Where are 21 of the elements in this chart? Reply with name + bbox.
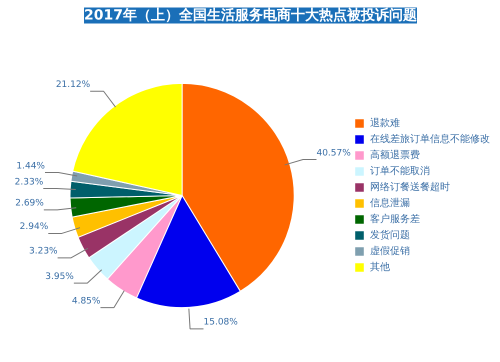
- data-label: 2.69%: [15, 198, 44, 209]
- legend-label: 退款难: [370, 116, 400, 130]
- legend-label: 发货问题: [370, 229, 410, 242]
- data-label: 40.57%: [316, 148, 352, 158]
- chart-title: 2017年（上）全国生活服务电商十大热点被投诉问题: [84, 6, 417, 24]
- data-label: 3.95%: [45, 272, 74, 282]
- data-label: 4.85%: [72, 296, 101, 306]
- data-label: 15.08%: [204, 318, 238, 328]
- legend-label: 信息泄漏: [370, 196, 410, 210]
- legend-label: 在线差旅订单信息不能修改: [370, 132, 490, 146]
- legend-label: 订单不能取消: [370, 164, 430, 178]
- legend-label: 高额退票费: [370, 148, 420, 162]
- legend-label: 网络订餐送餐超时: [370, 180, 450, 194]
- legend-label: 客户服务差: [370, 212, 420, 226]
- data-label: 2.33%: [14, 177, 44, 188]
- data-label: 3.23%: [29, 246, 58, 257]
- data-label: 1.44%: [16, 161, 46, 172]
- data-label: 21.12%: [56, 80, 91, 90]
- legend-label: 虚假促销: [370, 244, 410, 258]
- data-label: 2.94%: [20, 222, 49, 232]
- legend-label: 其他: [370, 260, 390, 274]
